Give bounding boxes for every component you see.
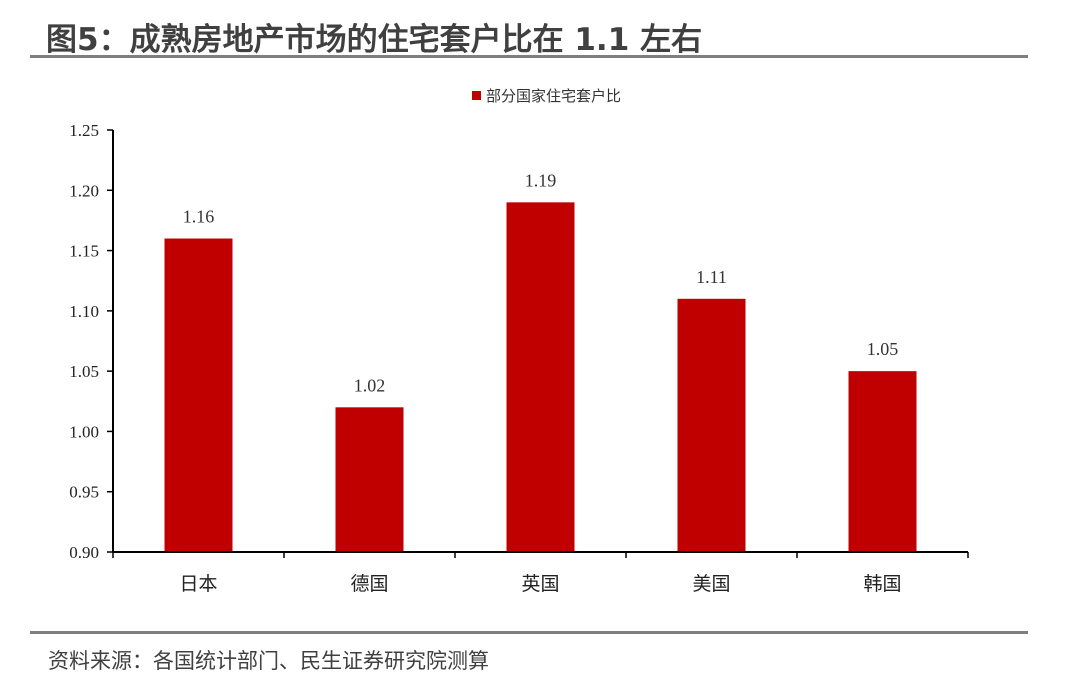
figure-title: 图5：成熟房地产市场的住宅套户比在 1.1 左右 xyxy=(46,22,703,58)
bar xyxy=(164,238,233,552)
y-tick-label: 0.90 xyxy=(69,543,99,562)
legend-swatch xyxy=(472,91,481,100)
x-category-label: 德国 xyxy=(350,573,388,595)
data-label: 1.19 xyxy=(525,170,557,190)
y-tick-label: 1.20 xyxy=(69,181,99,200)
legend: 部分国家住宅套户比 xyxy=(472,87,621,105)
x-axis: 日本 德国 英国 美国 韩国 xyxy=(112,551,969,595)
y-tick-label: 1.05 xyxy=(69,362,99,381)
y-tick-label: 1.25 xyxy=(69,121,99,140)
x-category-label: 韩国 xyxy=(863,573,901,595)
y-tick-label: 0.95 xyxy=(69,483,99,502)
bar xyxy=(677,298,746,552)
data-label: 1.02 xyxy=(354,375,386,395)
legend-label: 部分国家住宅套户比 xyxy=(486,87,621,105)
y-tick-label: 1.00 xyxy=(69,422,99,441)
x-category-label: 美国 xyxy=(692,573,730,595)
y-tick-label: 1.15 xyxy=(69,242,99,261)
bar xyxy=(506,202,575,553)
x-category-label: 日本 xyxy=(179,573,217,595)
title-divider xyxy=(30,55,1028,58)
bar xyxy=(848,371,917,552)
data-label: 1.11 xyxy=(696,267,727,287)
bars: 1.16 1.02 1.19 1.11 1.05 xyxy=(164,170,917,553)
data-label: 1.05 xyxy=(867,339,899,359)
footer-divider xyxy=(30,631,1028,634)
bar xyxy=(335,407,404,552)
data-label: 1.16 xyxy=(183,207,215,227)
source-note: 资料来源：各国统计部门、民生证券研究院测算 xyxy=(48,649,489,673)
y-axis: 0.90 0.95 1.00 1.05 1.10 1.15 1.20 1.25 xyxy=(69,121,114,562)
x-category-label: 英国 xyxy=(521,573,559,595)
y-tick-label: 1.10 xyxy=(69,302,99,321)
